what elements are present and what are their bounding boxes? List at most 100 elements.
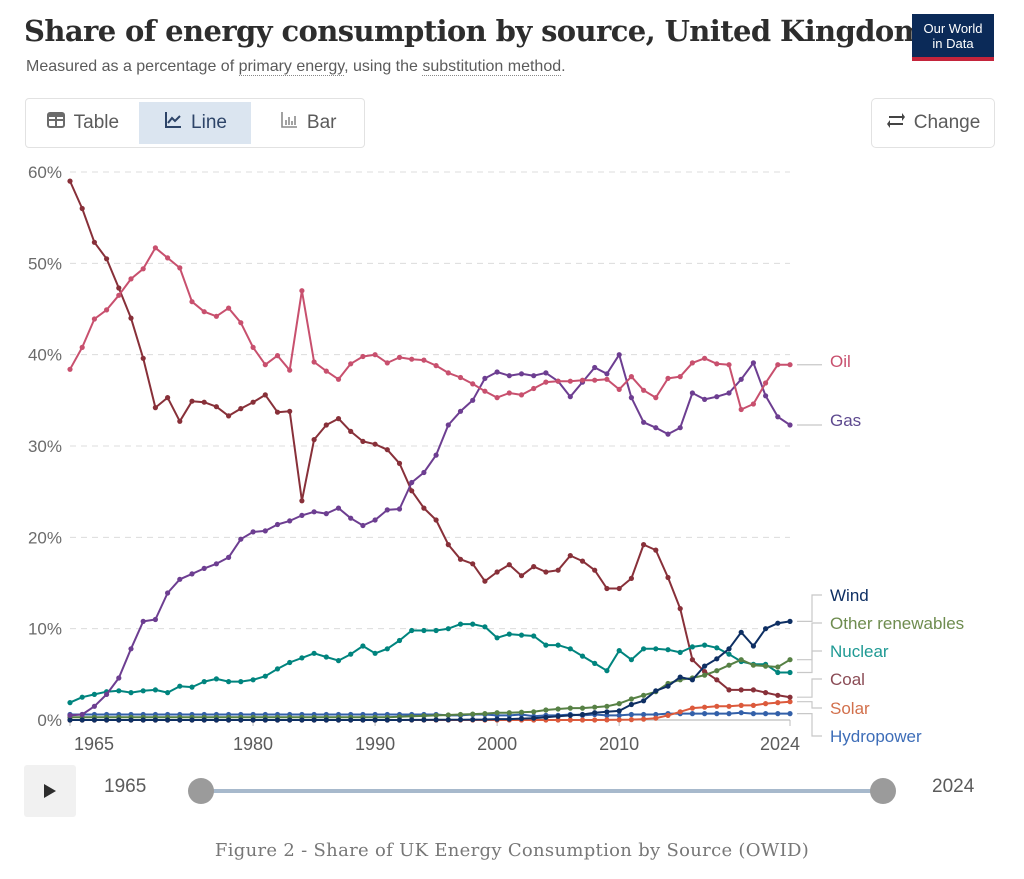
series-label-other-renewables: Other renewables [830, 614, 964, 633]
data-point-wind [702, 663, 708, 669]
data-point-other-renewables [567, 705, 573, 711]
data-point-wind [67, 717, 73, 723]
data-point-coal [67, 178, 73, 184]
data-point-coal [738, 687, 744, 693]
data-point-nuclear [628, 657, 635, 663]
data-point-oil [665, 375, 671, 381]
legend-connector [797, 712, 822, 737]
owid-logo[interactable]: Our World in Data [912, 14, 994, 61]
data-point-oil [226, 305, 232, 311]
data-point-wind [323, 717, 329, 723]
data-point-other-renewables [409, 713, 415, 719]
data-point-other-renewables [763, 663, 769, 669]
subtitle-text: Measured as a percentage of [26, 58, 239, 75]
data-point-coal [457, 556, 464, 562]
play-button[interactable] [24, 765, 76, 817]
x-tick-label: 2010 [599, 734, 639, 754]
data-point-solar [763, 701, 769, 707]
data-point-coal [689, 657, 696, 663]
data-point-oil [702, 355, 708, 361]
data-point-nuclear [91, 691, 97, 698]
data-point-oil [116, 292, 122, 298]
data-point-wind [482, 716, 488, 723]
data-point-coal [104, 256, 110, 262]
data-point-wind [750, 643, 757, 649]
data-point-hydropower [653, 711, 659, 718]
tab-line[interactable]: Line [138, 102, 252, 144]
data-point-wind [335, 717, 342, 723]
data-point-wind [189, 717, 195, 723]
data-point-coal [238, 406, 244, 412]
tab-table-label: Table [73, 112, 120, 133]
data-point-nuclear [677, 649, 683, 655]
data-point-nuclear [238, 679, 244, 685]
data-point-coal [299, 498, 305, 504]
data-point-coal [372, 441, 378, 447]
x-tick-label: 2024 [760, 734, 800, 754]
y-tick-label: 30% [28, 437, 62, 456]
data-point-hydropower [628, 711, 635, 718]
timeline-track[interactable] [200, 789, 883, 793]
data-point-coal [763, 690, 769, 696]
data-point-oil [433, 363, 439, 369]
logo-line: in Data [932, 36, 974, 51]
data-point-oil [79, 344, 85, 350]
tab-table[interactable]: Table [26, 99, 139, 147]
data-point-nuclear [250, 677, 256, 683]
data-point-wind [592, 710, 598, 716]
substitution-method-link[interactable]: substitution method [422, 58, 562, 76]
data-point-coal [335, 416, 342, 422]
data-point-oil [409, 356, 415, 362]
line-chart[interactable]: 0% 10% 20% 30% 40% 50% 60% 1965 1980 1990 2000 2010… [0, 150, 1024, 760]
data-point-oil [775, 362, 781, 368]
data-point-oil [763, 380, 769, 386]
data-point-nuclear [579, 653, 586, 659]
data-point-coal [91, 239, 97, 245]
data-point-other-renewables [470, 711, 476, 717]
x-tick-label: 2000 [477, 734, 517, 754]
x-tick-label: 1990 [355, 734, 395, 754]
data-point-oil [250, 344, 256, 350]
data-point-coal [714, 677, 720, 683]
data-point-coal [543, 569, 549, 575]
data-point-wind [140, 717, 146, 723]
data-point-oil [506, 390, 512, 396]
data-point-solar [787, 699, 793, 705]
data-point-wind [152, 717, 158, 723]
data-point-hydropower [641, 711, 647, 718]
data-point-other-renewables [702, 672, 708, 678]
data-point-gas [518, 371, 525, 377]
data-point-coal [226, 413, 232, 419]
data-point-wind [287, 717, 293, 723]
data-point-gas [360, 522, 366, 529]
data-point-gas [67, 712, 73, 719]
data-point-coal [116, 285, 122, 291]
data-point-nuclear [653, 646, 659, 652]
data-point-nuclear [506, 631, 512, 637]
data-point-gas [506, 373, 512, 379]
tab-bar[interactable]: Bar [251, 99, 364, 147]
data-point-wind [470, 717, 476, 723]
data-point-hydropower [738, 710, 744, 716]
data-point-gas [531, 373, 537, 379]
data-point-solar [616, 717, 622, 723]
data-point-oil [677, 374, 683, 380]
change-country-button[interactable]: Change [871, 98, 995, 148]
data-point-gas [396, 506, 403, 512]
timeline-end-handle[interactable] [870, 778, 896, 804]
series-line-gas [69, 353, 791, 717]
series-line-nuclear [69, 623, 790, 704]
data-point-coal [348, 428, 354, 434]
primary-energy-link[interactable]: primary energy [238, 58, 345, 76]
data-point-coal [506, 562, 512, 568]
data-point-other-renewables [445, 712, 451, 718]
data-point-nuclear [433, 627, 439, 634]
timeline-start-handle[interactable] [188, 778, 214, 804]
data-point-other-renewables [579, 705, 586, 711]
data-point-oil [274, 353, 281, 359]
data-point-nuclear [323, 654, 329, 660]
data-point-gas [201, 565, 207, 571]
y-tick-label: 0% [37, 711, 62, 730]
data-point-nuclear [384, 646, 390, 652]
data-point-coal [445, 542, 451, 548]
